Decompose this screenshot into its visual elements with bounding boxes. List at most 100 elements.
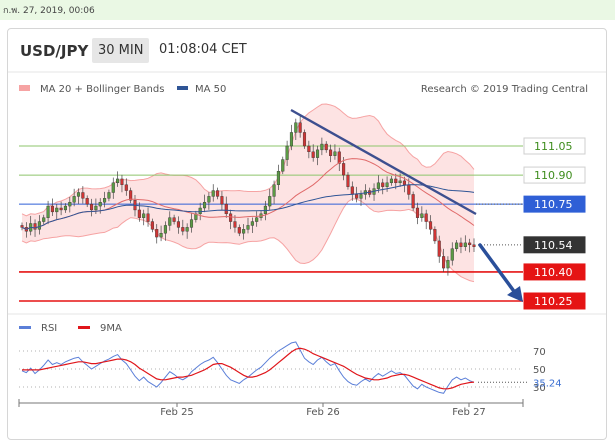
level-label-box-0 [523, 137, 586, 155]
candle [224, 196, 228, 218]
forecast-arrow-shaft [478, 243, 518, 296]
candle [68, 196, 72, 213]
candle [272, 180, 276, 204]
timestamp: ก.พ. 27, 2019, 00:06 [3, 6, 95, 16]
x-tick-2: Feb 27 [452, 407, 486, 418]
candle [146, 207, 150, 227]
candle [189, 213, 194, 233]
candle [324, 141, 328, 153]
candle [450, 242, 454, 266]
level-label-2: 110.75 [534, 198, 573, 211]
rsi-axis-labels: 30 50 70 35.24 [533, 347, 562, 394]
candle [381, 178, 385, 195]
legend-label-ma50: MA 50 [195, 84, 226, 95]
rsi-tick-1: 50 [533, 365, 546, 376]
candle [63, 203, 68, 213]
candle [172, 214, 176, 225]
candle [20, 222, 24, 231]
candle [59, 201, 63, 216]
candle [446, 256, 450, 276]
candle [294, 118, 298, 140]
candle [298, 116, 302, 138]
legend-label-9ma: 9MA [100, 323, 122, 334]
candle [89, 198, 94, 217]
candle [124, 178, 128, 196]
candle [211, 184, 215, 202]
candle [50, 198, 54, 216]
candle [268, 188, 272, 211]
candle [255, 211, 259, 227]
rsi-value-label: 35.24 [533, 378, 562, 389]
candle [81, 186, 85, 204]
moving-averages [21, 158, 475, 230]
candle [168, 211, 172, 231]
candle [142, 209, 146, 226]
candle [120, 174, 124, 193]
level-label-0: 111.05 [534, 140, 573, 153]
candle [315, 145, 320, 166]
chart-time: 01:08:04 CET [159, 42, 247, 57]
legend-swatch-rsi [19, 326, 31, 329]
candle [116, 171, 120, 187]
candle [163, 221, 167, 241]
candle [307, 140, 311, 159]
candle [337, 147, 341, 171]
level-label-5: 110.25 [534, 295, 573, 308]
candle [346, 172, 350, 190]
candle [216, 187, 220, 200]
candle [311, 144, 315, 162]
candle [159, 225, 163, 242]
timeframe-badge[interactable]: 30 MIN [92, 38, 150, 63]
candle [250, 217, 254, 233]
candle [107, 189, 111, 202]
candle [442, 248, 446, 273]
candle [355, 186, 359, 203]
candle [72, 188, 76, 207]
rsi-series-0 [21, 341, 475, 394]
candle [111, 177, 115, 199]
candle [398, 173, 402, 187]
x-axis-ticks: Feb 25 Feb 26 Feb 27 [18, 399, 524, 418]
rsi-series-1 [22, 347, 475, 390]
chart-header: USD/JPY 30 MIN 01:08:04 CET [8, 29, 606, 73]
bollinger-lower [21, 198, 475, 283]
legend-swatch-bollinger [19, 85, 30, 91]
ma50-line [21, 184, 475, 230]
candle [333, 144, 337, 160]
candle [329, 144, 333, 163]
candle [207, 192, 211, 210]
candle [242, 224, 246, 240]
level-label-box-1 [523, 166, 586, 184]
candle [420, 206, 424, 222]
level-label-box-3 [523, 236, 586, 254]
candle [359, 190, 363, 206]
timestamp-bar: ก.พ. 27, 2019, 00:06 [0, 0, 615, 20]
candle [433, 226, 437, 244]
bollinger-bands [21, 103, 475, 283]
candle [437, 235, 441, 263]
candle [320, 137, 324, 156]
candle [389, 176, 393, 186]
candle [472, 238, 476, 252]
level-label-box-5 [523, 292, 586, 310]
symbol-label: USD/JPY [20, 42, 89, 60]
candle [103, 191, 107, 208]
candle [463, 235, 467, 251]
candle [37, 215, 41, 235]
level-label-box-2 [523, 195, 586, 213]
candle [376, 175, 380, 193]
candle [220, 191, 224, 211]
candle [237, 224, 241, 237]
candle [176, 216, 181, 234]
level-label-box-4 [523, 263, 586, 281]
legend-swatch-ma50 [177, 86, 188, 90]
candle [185, 223, 189, 239]
rsi-lines [21, 341, 528, 394]
candle [55, 203, 59, 220]
candlesticks [20, 116, 476, 276]
downtrend-line [290, 108, 477, 216]
level-label-4: 110.40 [534, 266, 573, 279]
candle [42, 214, 46, 225]
candle [428, 215, 433, 235]
